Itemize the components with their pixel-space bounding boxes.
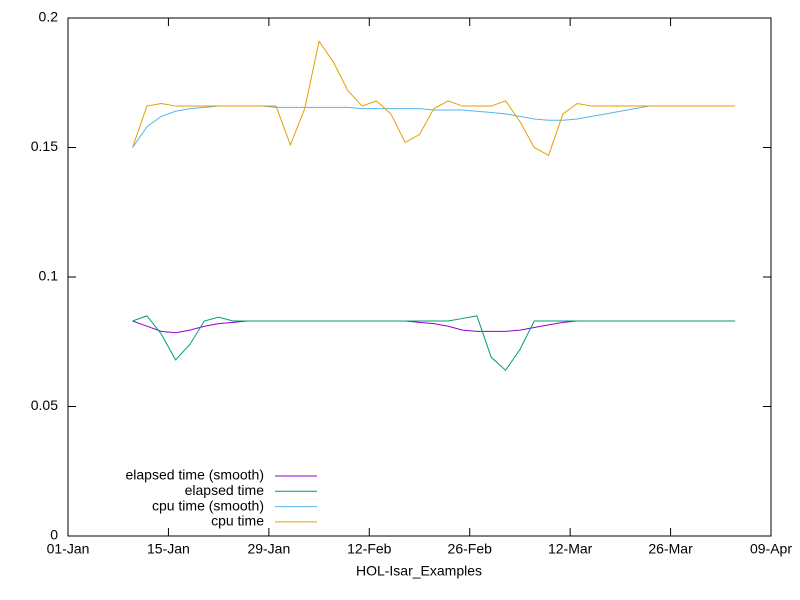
series-line [132, 315, 736, 371]
legend-label: cpu time (smooth) [152, 497, 264, 513]
y-tick-label: 0.15 [31, 138, 58, 154]
series-line [132, 105, 650, 148]
x-tick-label: 09-Apr [750, 541, 792, 557]
legend-label: elapsed time (smooth) [125, 467, 264, 483]
x-tick-label: 29-Jan [247, 541, 290, 557]
x-tick-label: 26-Mar [648, 541, 693, 557]
series-line [132, 40, 736, 156]
x-tick-label: 12-Feb [347, 541, 392, 557]
x-tick-label: 12-Mar [548, 541, 593, 557]
x-tick-label: 26-Feb [448, 541, 493, 557]
y-tick-label: 0.05 [31, 397, 58, 413]
legend-label: cpu time [211, 513, 264, 529]
y-tick-label: 0.1 [39, 268, 59, 284]
x-tick-label: 01-Jan [47, 541, 90, 557]
plot-border [67, 17, 772, 537]
legend-label: elapsed time [185, 482, 265, 498]
series-line [132, 320, 578, 334]
y-tick-label: 0.2 [39, 9, 59, 25]
y-tick-label: 0 [50, 527, 58, 543]
x-axis-label: HOL-Isar_Examples [356, 563, 482, 579]
x-tick-label: 15-Jan [147, 541, 190, 557]
